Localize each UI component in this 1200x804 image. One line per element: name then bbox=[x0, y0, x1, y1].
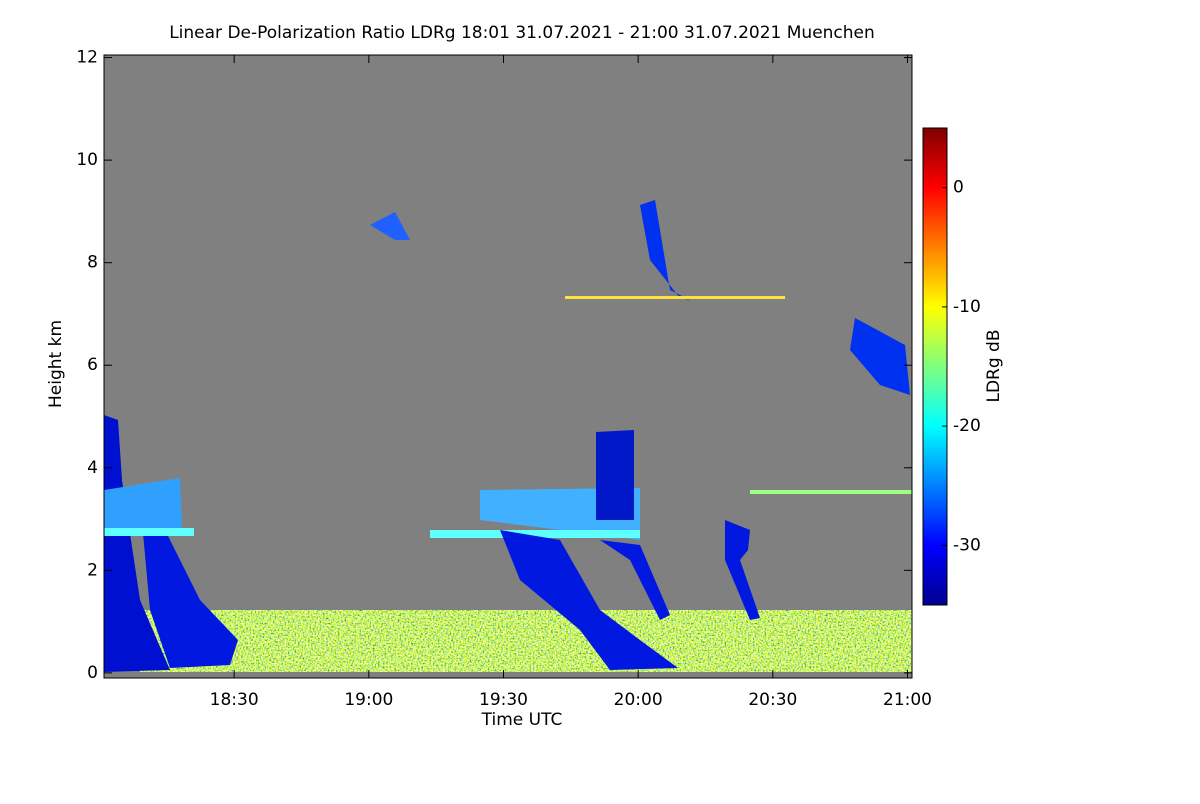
x-tick-label: 18:30 bbox=[210, 690, 259, 710]
noise-band bbox=[140, 610, 912, 672]
x-axis-label: Time UTC bbox=[481, 710, 563, 730]
chart-title: Linear De-Polarization Ratio LDRg 18:01 … bbox=[169, 23, 875, 43]
colorbar-label: LDRg dB bbox=[984, 329, 1004, 402]
y-tick-label: 4 bbox=[87, 458, 98, 478]
colorbar-tick-label: -10 bbox=[953, 297, 981, 317]
echo-region bbox=[370, 212, 410, 240]
x-tick-label: 19:30 bbox=[479, 690, 528, 710]
echo-region bbox=[850, 318, 910, 395]
echo-region bbox=[430, 530, 640, 538]
echo-region bbox=[600, 540, 670, 620]
y-tick-label: 10 bbox=[76, 150, 98, 170]
echo-region bbox=[104, 528, 194, 536]
plot-frame bbox=[103, 54, 913, 679]
x-tick-label: 20:00 bbox=[614, 690, 663, 710]
colorbar-tick-label: -20 bbox=[953, 416, 981, 436]
echo-region bbox=[725, 520, 760, 620]
echo-field bbox=[104, 200, 912, 672]
echo-region bbox=[640, 200, 690, 300]
x-tick-label: 21:00 bbox=[883, 690, 932, 710]
y-tick-label: 6 bbox=[87, 355, 98, 375]
plot-background bbox=[104, 55, 912, 678]
x-tick-label: 19:00 bbox=[344, 690, 393, 710]
y-tick-label: 12 bbox=[76, 48, 98, 68]
colorbar bbox=[922, 127, 948, 606]
echo-region bbox=[104, 478, 182, 530]
colorbar-tick-label: -30 bbox=[953, 535, 981, 555]
echo-region bbox=[104, 415, 170, 672]
echo-region bbox=[140, 500, 238, 668]
y-tick-label: 2 bbox=[87, 560, 98, 580]
echo-region bbox=[596, 430, 634, 520]
echo-region bbox=[500, 530, 678, 670]
y-tick-label: 8 bbox=[87, 253, 98, 273]
y-axis-label: Height km bbox=[46, 320, 66, 408]
echo-region bbox=[750, 490, 912, 494]
colorbar-tick-label: 0 bbox=[953, 178, 964, 198]
x-tick-label: 20:30 bbox=[748, 690, 797, 710]
echo-region bbox=[565, 296, 785, 299]
y-tick-label: 0 bbox=[87, 663, 98, 683]
